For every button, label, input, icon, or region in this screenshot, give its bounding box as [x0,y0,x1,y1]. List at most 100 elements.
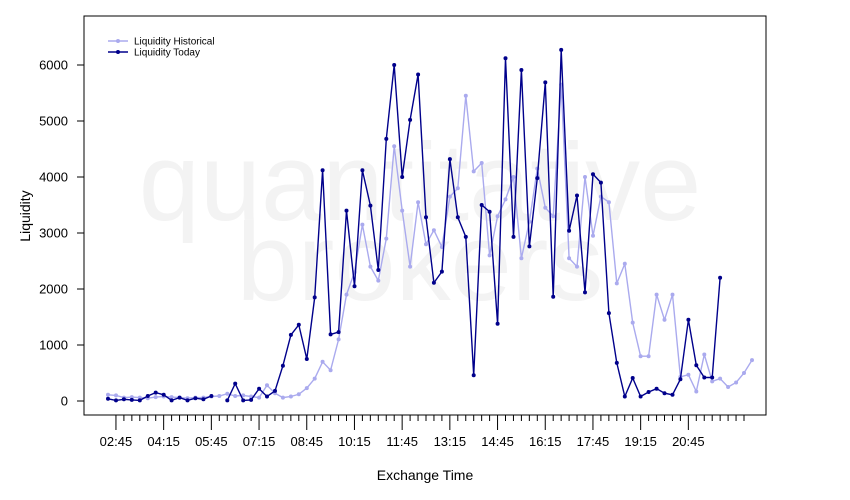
data-point [614,360,619,365]
data-point [662,391,667,396]
data-point [408,117,413,122]
x-axis-title: Exchange Time [377,467,474,483]
series-line [107,84,753,399]
data-point [225,391,230,396]
data-point [527,244,532,249]
data-point [249,397,254,402]
data-point [487,209,492,214]
data-point [694,389,699,394]
data-point [368,203,373,208]
data-point [288,332,293,337]
data-point [137,398,142,403]
data-point [257,395,262,400]
data-point [686,317,691,322]
data-point [416,200,421,205]
data-point [463,93,468,98]
data-point [304,357,309,361]
data-point [392,63,397,67]
x-tick-label: 14:45 [481,434,514,449]
data-point [257,386,262,391]
x-axis: 02:45 04:15 05:45 07:15 08:45 10:15 11:45 13:15… [100,415,745,449]
data-point [519,68,524,72]
x-tick-label: 16:15 [529,434,562,449]
data-point [336,337,341,342]
data-point [511,234,516,239]
data-point [630,376,635,380]
legend-label: Liquidity Historical [134,37,215,48]
data-point [495,214,500,219]
data-point [471,169,476,174]
data-point [479,203,484,207]
data-point [273,388,277,393]
data-point [265,394,269,399]
data-point [121,397,126,402]
x-tick-label: 20:45 [672,434,705,449]
data-point [742,371,746,375]
data-point [479,161,484,165]
data-point [567,228,572,233]
data-point [622,394,627,399]
data-point [153,390,158,395]
data-point [336,330,341,335]
y-tick-label: 0 [61,394,68,409]
data-point [328,332,333,337]
data-point [614,281,619,286]
data-point [694,363,699,368]
data-point [543,80,548,85]
data-point [471,373,476,378]
data-point [606,311,611,316]
data-point [567,256,572,261]
data-point [185,398,190,403]
data-point [352,284,357,289]
data-point [400,208,405,213]
data-point [106,396,110,401]
data-point [551,294,556,299]
data-point [137,395,142,400]
data-point [114,398,118,403]
data-point [265,383,269,388]
data-point [280,395,285,400]
data-point [161,392,166,397]
data-point [320,168,325,173]
data-point [662,317,667,322]
x-tick-label: 02:45 [100,434,133,449]
data-point [654,386,659,391]
data-point [233,381,238,386]
plot-frame [83,15,767,416]
data-point [169,395,174,400]
data-point [511,175,516,179]
data-point [646,354,651,359]
data-point [408,264,413,269]
data-point [702,375,707,380]
data-point [646,390,651,394]
x-tick-label: 07:15 [243,434,276,449]
data-point [583,290,587,295]
y-tick-label: 2000 [39,282,68,297]
data-point [654,292,659,297]
data-point [241,398,246,403]
data-point [280,363,285,368]
data-point [606,200,611,205]
data-point [598,180,603,185]
x-tick-label: 11:45 [386,434,418,449]
data-point [575,193,579,198]
data-point [344,208,349,213]
data-point [678,377,683,382]
data-point [201,397,206,402]
data-point [320,359,325,364]
data-point [129,397,134,402]
data-point [734,380,739,385]
x-tick-label: 04:15 [147,434,180,449]
data-point [495,321,500,326]
data-point [193,396,198,401]
data-point [424,215,428,220]
data-point [559,47,564,52]
data-point [129,395,134,400]
data-point [543,205,548,210]
data-point [241,393,246,398]
data-point [622,261,627,266]
data-point [638,394,643,399]
